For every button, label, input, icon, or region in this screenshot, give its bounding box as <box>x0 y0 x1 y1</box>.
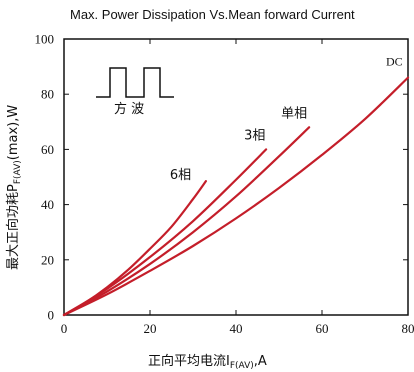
x-axis-title-sub: F(AV) <box>230 361 254 371</box>
y-tick-label: 0 <box>48 308 55 323</box>
waveform-label: 方 波 <box>114 101 144 117</box>
y-tick-label: 100 <box>35 32 55 47</box>
series-label-six-phase: 6相 <box>170 168 191 183</box>
y-axis-title-suffix: (max),W <box>6 105 21 161</box>
series-line-single-phase <box>62 126 311 317</box>
x-tick-label: 20 <box>144 321 157 336</box>
y-tick-label: 80 <box>41 87 54 102</box>
y-axis-title-main: 最大正向功耗P <box>5 184 21 270</box>
series-label-three-phase: 3相 <box>244 128 265 143</box>
x-tick-label: 0 <box>61 321 68 336</box>
series-line-dc <box>62 76 410 317</box>
series-line-three-phase <box>62 148 268 317</box>
curves-layer <box>62 76 410 317</box>
x-tick-label: 80 <box>402 321 414 336</box>
x-tick-label: 40 <box>230 321 243 336</box>
x-axis-title-main: 正向平均电流I <box>148 353 230 369</box>
y-tick-label: 60 <box>41 142 54 157</box>
plot-frame <box>63 38 409 316</box>
y-axis-title-sub: F(AV) <box>13 160 23 184</box>
x-axis-title: 正向平均电流IF(AV),A <box>148 353 267 371</box>
curve-labels-layer: 6相 3相 单相 DC <box>170 55 403 184</box>
series-label-dc: DC <box>386 55 403 69</box>
y-tick-label: 20 <box>41 252 54 267</box>
x-tick-label: 60 <box>316 321 329 336</box>
chart-title: Max. Power Dissipation Vs.Mean forward C… <box>70 7 355 22</box>
series-label-single-phase: 单相 <box>281 106 307 121</box>
series-line-six-phase <box>62 180 207 317</box>
square-wave-icon <box>96 67 174 98</box>
y-tick-label: 40 <box>41 197 54 212</box>
x-axis-title-suffix: ,A <box>254 354 267 369</box>
y-axis-title: 最大正向功耗PF(AV)(max),W <box>5 105 23 270</box>
ticks-layer: 0 20 40 60 80 0 20 40 60 80 100 <box>35 32 414 337</box>
